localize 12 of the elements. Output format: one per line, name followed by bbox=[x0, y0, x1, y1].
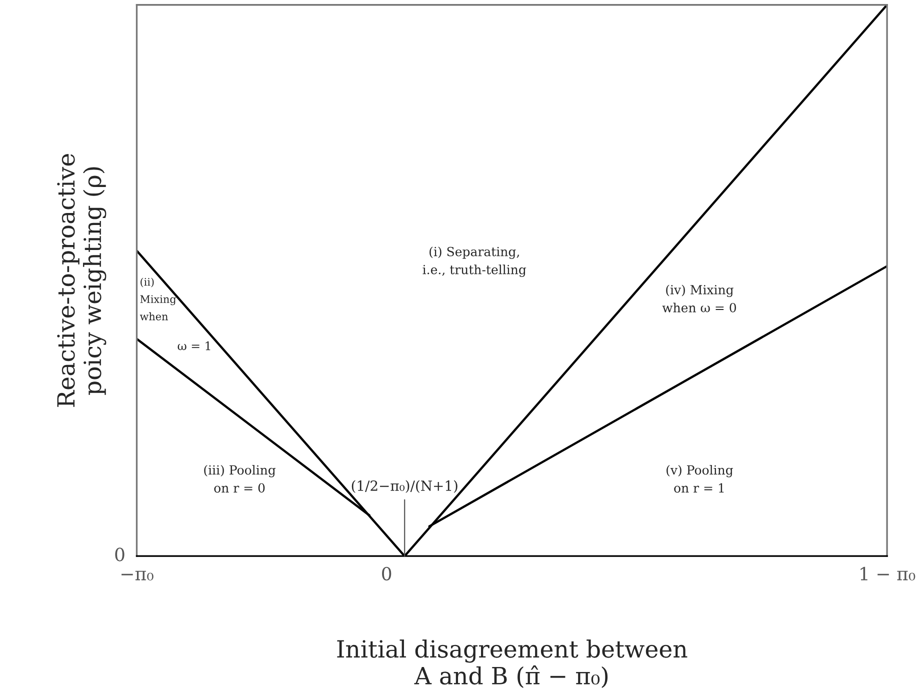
x-tick-label: 1 − π₀ bbox=[860, 566, 916, 580]
x-axis-title: Initial disagreement between A and B (π̂ − π₀) bbox=[337, 640, 688, 688]
text: 0 bbox=[115, 548, 124, 562]
annotation: (iv) Mixing when ω = 0 bbox=[662, 284, 736, 312]
annotation: (1/2−π₀)/(N+1) bbox=[352, 480, 458, 493]
annotation: (v) Pooling on r = 1 bbox=[666, 465, 733, 493]
x-tick-label: 0 bbox=[382, 566, 392, 580]
text: (ii) Mixing when ω = 1 bbox=[140, 278, 210, 350]
y-axis-title: Reactive-to-proactive poicy weighting (ρ) bbox=[57, 154, 106, 407]
annotation: (i) Separating, i.e., truth-telling bbox=[422, 246, 526, 277]
annotation: (iii) Pooling on r = 0 bbox=[204, 465, 276, 493]
x-tick-label: −π₀ bbox=[122, 570, 154, 580]
